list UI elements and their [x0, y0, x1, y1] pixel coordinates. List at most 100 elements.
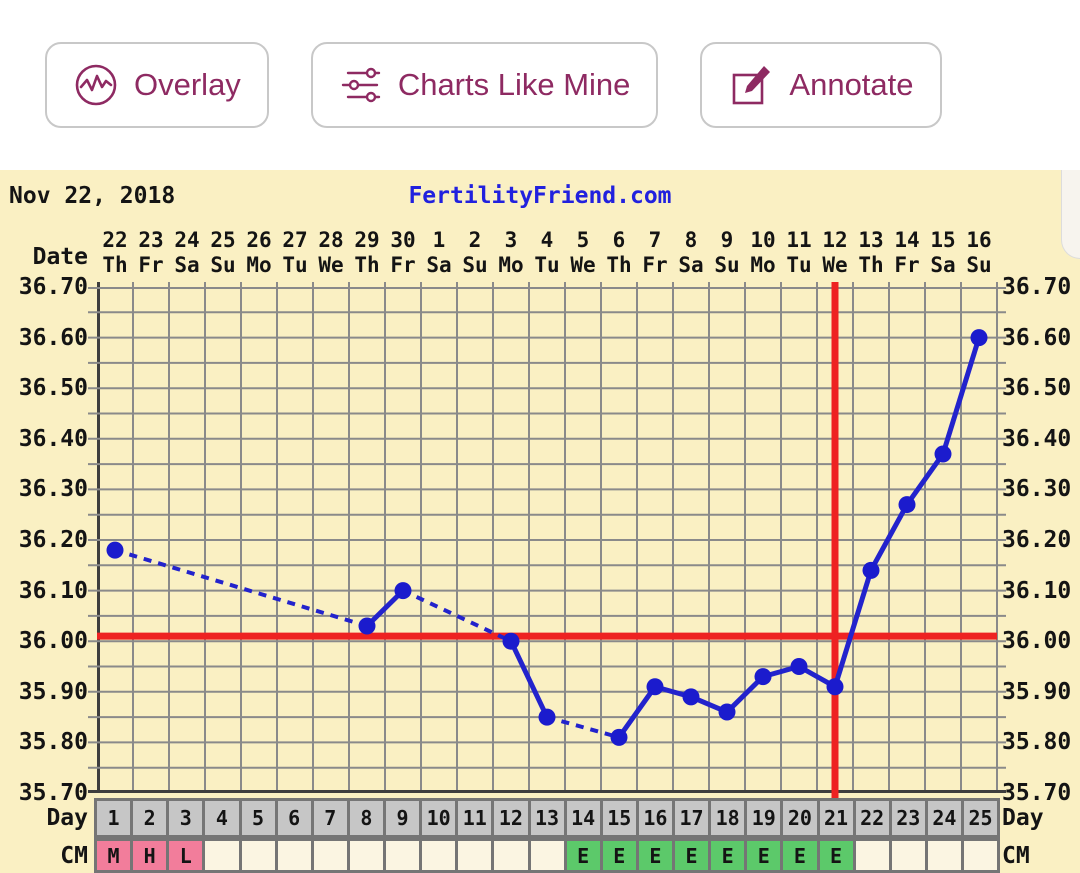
site-name-link[interactable]: FertilityFriend.com [408, 183, 672, 209]
y-tick-right-35.70: 35.70 [1002, 780, 1072, 806]
temp-point-day-16[interactable] [646, 678, 664, 696]
day-cell-8[interactable]: 8 [349, 801, 383, 835]
day-cell-12[interactable]: 12 [494, 801, 528, 835]
y-tick-left-36.20: 36.20 [18, 527, 88, 553]
date-col-6: 6 Th [606, 228, 632, 277]
overlay-button[interactable]: Overlay [45, 42, 269, 128]
temp-point-day-13[interactable] [538, 708, 556, 726]
charts-like-mine-button[interactable]: Charts Like Mine [310, 42, 659, 128]
cm-cell-day-4[interactable] [205, 841, 239, 870]
day-cell-2[interactable]: 2 [133, 801, 167, 835]
temp-point-day-17[interactable] [682, 688, 700, 706]
cm-cell-day-25[interactable] [964, 841, 998, 870]
day-cell-20[interactable]: 20 [783, 801, 817, 835]
day-cell-22[interactable]: 22 [855, 801, 889, 835]
temp-point-day-21[interactable] [826, 678, 844, 696]
cm-cell-day-15[interactable]: E [602, 841, 636, 870]
date-col-3: 3 Mo [498, 228, 524, 277]
date-col-22: 22 Th [102, 228, 128, 277]
day-cell-11[interactable]: 11 [458, 801, 492, 835]
cm-cell-day-22[interactable] [855, 841, 889, 870]
floating-panel-corner [1061, 170, 1080, 259]
temp-point-day-8[interactable] [358, 617, 376, 635]
y-tick-left-35.80: 35.80 [18, 729, 88, 756]
day-cell-24[interactable]: 24 [927, 801, 961, 835]
chart-date: Nov 22, 2018 [9, 183, 176, 209]
day-cell-4[interactable]: 4 [205, 801, 239, 835]
date-col-12: 12 We [822, 228, 848, 277]
cm-cell-day-3[interactable]: L [169, 841, 203, 870]
y-tick-right-36.30: 36.30 [1002, 476, 1072, 503]
cm-cell-day-13[interactable] [530, 841, 564, 870]
day-cell-23[interactable]: 23 [891, 801, 925, 835]
day-cell-7[interactable]: 7 [313, 801, 347, 835]
day-cell-10[interactable]: 10 [422, 801, 456, 835]
cm-cell-day-10[interactable] [422, 841, 456, 870]
cm-cell-day-18[interactable]: E [711, 841, 745, 870]
temp-point-day-1[interactable] [106, 541, 124, 559]
temp-point-day-18[interactable] [718, 703, 736, 721]
y-tick-left-36.10: 36.10 [18, 577, 88, 604]
cm-cell-day-8[interactable] [349, 841, 383, 870]
cm-cell-day-20[interactable]: E [783, 841, 817, 870]
temp-point-day-22[interactable] [862, 561, 880, 579]
day-cell-5[interactable]: 5 [241, 801, 275, 835]
y-tick-right-36.10: 36.10 [1002, 577, 1072, 604]
temp-point-day-20[interactable] [790, 658, 808, 675]
day-cell-9[interactable]: 9 [386, 801, 420, 835]
cm-cell-day-9[interactable] [386, 841, 420, 870]
date-col-29: 29 Th [354, 228, 380, 277]
cm-cell-day-23[interactable] [891, 841, 925, 870]
cm-cell-day-11[interactable] [458, 841, 492, 870]
date-col-14: 14 Fr [894, 228, 920, 277]
day-cell-1[interactable]: 1 [97, 801, 131, 835]
date-col-16: 16 Su [966, 228, 992, 277]
day-cell-14[interactable]: 14 [566, 801, 600, 835]
date-col-15: 15 Sa [930, 228, 956, 277]
day-cell-21[interactable]: 21 [819, 801, 853, 835]
temp-point-day-15[interactable] [610, 728, 628, 746]
cm-cell-day-19[interactable]: E [747, 841, 781, 870]
y-tick-left-36.40: 36.40 [18, 425, 88, 452]
day-cell-13[interactable]: 13 [530, 801, 564, 835]
y-tick-right-36.70: 36.70 [1002, 274, 1072, 300]
date-col-5: 5 We [570, 228, 596, 277]
annotate-button-label: Annotate [789, 67, 914, 102]
annotate-button[interactable]: Annotate [700, 42, 942, 128]
y-tick-left-36.00: 36.00 [18, 628, 88, 655]
cm-cell-day-21[interactable]: E [819, 841, 853, 870]
temp-point-day-23[interactable] [898, 496, 916, 514]
toolbar: Overlay Charts Like Mine Annotate [45, 42, 942, 128]
temp-point-day-19[interactable] [754, 668, 772, 686]
day-cell-15[interactable]: 15 [602, 801, 636, 835]
cm-cell-day-1[interactable]: M [97, 841, 131, 870]
temp-point-day-25[interactable] [970, 329, 988, 347]
day-cell-19[interactable]: 19 [747, 801, 781, 835]
cm-cell-day-5[interactable] [241, 841, 275, 870]
cm-cell-day-17[interactable]: E [675, 841, 709, 870]
cm-cell-day-7[interactable] [313, 841, 347, 870]
cm-cell-day-6[interactable] [277, 841, 311, 870]
cm-cell-day-24[interactable] [927, 841, 961, 870]
temp-point-day-24[interactable] [934, 445, 952, 463]
cm-cell-day-2[interactable]: H [133, 841, 167, 870]
day-cell-17[interactable]: 17 [675, 801, 709, 835]
day-cell-3[interactable]: 3 [169, 801, 203, 835]
cm-row-label-left: CM [60, 842, 88, 869]
temperature-plot[interactable] [88, 281, 1006, 801]
y-tick-left-35.90: 35.90 [18, 678, 88, 705]
day-cell-18[interactable]: 18 [711, 801, 745, 835]
day-cell-6[interactable]: 6 [277, 801, 311, 835]
day-cell-25[interactable]: 25 [964, 801, 998, 835]
date-col-8: 8 Sa [678, 228, 704, 277]
y-tick-left-36.30: 36.30 [18, 476, 88, 503]
temp-point-day-9[interactable] [394, 582, 412, 600]
cm-cell-day-12[interactable] [494, 841, 528, 870]
date-col-23: 23 Fr [138, 228, 164, 277]
charts-like-mine-button-label: Charts Like Mine [397, 67, 631, 102]
day-cell-16[interactable]: 16 [638, 801, 672, 835]
cm-cell-day-14[interactable]: E [566, 841, 600, 870]
sliders-icon [341, 67, 381, 103]
temp-point-day-12[interactable] [502, 632, 520, 650]
cm-cell-day-16[interactable]: E [638, 841, 672, 870]
